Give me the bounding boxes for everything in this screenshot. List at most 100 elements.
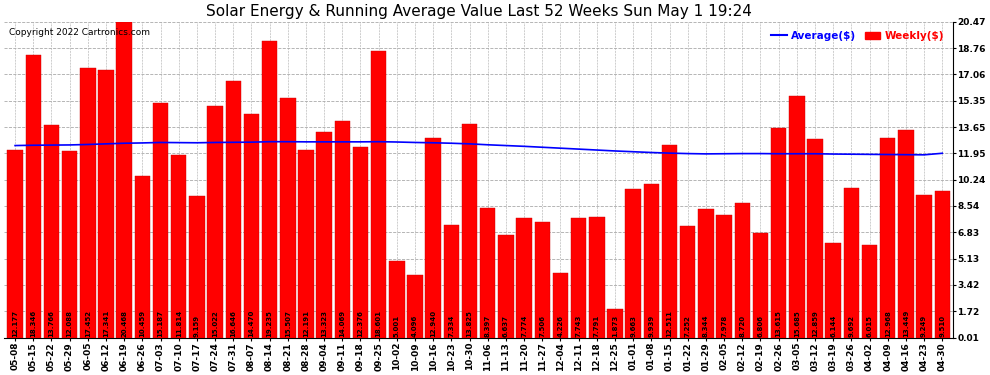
Bar: [935, 191, 950, 338]
Bar: [407, 274, 423, 338]
Bar: [571, 218, 586, 338]
Bar: [498, 235, 514, 338]
Bar: [389, 261, 405, 338]
Bar: [135, 176, 150, 338]
Text: 12.088: 12.088: [66, 310, 72, 337]
Text: 13.766: 13.766: [49, 310, 54, 337]
Title: Solar Energy & Running Average Value Last 52 Weeks Sun May 1 19:24: Solar Energy & Running Average Value Las…: [206, 4, 751, 19]
Bar: [607, 309, 623, 338]
Text: 14.069: 14.069: [340, 310, 346, 337]
Bar: [662, 145, 677, 338]
Bar: [517, 218, 532, 338]
Bar: [98, 70, 114, 338]
Bar: [552, 273, 568, 338]
Text: 13.825: 13.825: [466, 310, 472, 337]
Text: 1.873: 1.873: [612, 315, 618, 337]
Text: 11.814: 11.814: [175, 310, 182, 337]
Text: 12.859: 12.859: [812, 310, 818, 337]
Text: 10.459: 10.459: [140, 310, 146, 337]
Bar: [717, 214, 732, 338]
Text: 7.791: 7.791: [594, 315, 600, 337]
Text: 6.144: 6.144: [831, 315, 837, 337]
Text: 6.806: 6.806: [757, 315, 763, 337]
Bar: [426, 138, 441, 338]
Text: 9.159: 9.159: [194, 315, 200, 337]
Text: 5.001: 5.001: [394, 315, 400, 337]
Bar: [644, 184, 659, 338]
Text: 12.968: 12.968: [885, 310, 891, 337]
Text: 6.015: 6.015: [866, 315, 872, 337]
Bar: [480, 208, 495, 338]
Bar: [26, 54, 41, 338]
Text: 4.226: 4.226: [557, 315, 563, 337]
Legend: Average($), Weekly($): Average($), Weekly($): [767, 27, 948, 45]
Text: 16.646: 16.646: [231, 310, 237, 337]
Text: 9.510: 9.510: [940, 315, 945, 337]
Bar: [589, 217, 605, 338]
Text: 12.191: 12.191: [303, 310, 309, 337]
Bar: [371, 51, 386, 338]
Bar: [226, 81, 241, 338]
Text: 9.692: 9.692: [848, 315, 854, 337]
Bar: [771, 128, 786, 338]
Bar: [807, 139, 823, 338]
Text: 19.235: 19.235: [266, 310, 272, 337]
Bar: [262, 41, 277, 338]
Text: 7.978: 7.978: [721, 315, 727, 337]
Text: 8.344: 8.344: [703, 315, 709, 337]
Bar: [898, 130, 914, 338]
Bar: [7, 150, 23, 338]
Bar: [80, 68, 95, 338]
Bar: [880, 138, 895, 338]
Text: 7.334: 7.334: [448, 315, 454, 337]
Text: 18.601: 18.601: [375, 310, 382, 337]
Text: 12.177: 12.177: [12, 310, 18, 337]
Bar: [862, 245, 877, 338]
Text: 9.663: 9.663: [631, 315, 637, 337]
Bar: [843, 188, 859, 338]
Bar: [207, 106, 223, 338]
Bar: [626, 189, 641, 338]
Text: 14.470: 14.470: [248, 310, 254, 337]
Bar: [535, 222, 550, 338]
Bar: [189, 196, 205, 338]
Text: 8.720: 8.720: [740, 315, 745, 337]
Bar: [62, 151, 77, 338]
Text: 12.940: 12.940: [431, 310, 437, 337]
Bar: [244, 114, 259, 338]
Bar: [752, 233, 768, 338]
Bar: [335, 120, 350, 338]
Bar: [735, 203, 750, 338]
Bar: [44, 125, 59, 338]
Text: 15.685: 15.685: [794, 310, 800, 337]
Bar: [826, 243, 841, 338]
Bar: [789, 96, 805, 338]
Text: 7.743: 7.743: [575, 315, 582, 337]
Text: 15.022: 15.022: [212, 310, 218, 337]
Text: 4.096: 4.096: [412, 315, 418, 337]
Text: 9.249: 9.249: [921, 315, 927, 337]
Text: 17.341: 17.341: [103, 310, 109, 337]
Bar: [698, 209, 714, 338]
Bar: [462, 124, 477, 338]
Text: 17.452: 17.452: [85, 310, 91, 337]
Text: 9.939: 9.939: [648, 315, 654, 337]
Text: 13.323: 13.323: [321, 310, 327, 337]
Bar: [680, 226, 695, 338]
Text: 8.397: 8.397: [485, 315, 491, 337]
Text: 18.346: 18.346: [31, 310, 37, 337]
Bar: [298, 150, 314, 338]
Bar: [280, 98, 295, 338]
Text: 20.468: 20.468: [121, 310, 127, 337]
Text: 13.449: 13.449: [903, 310, 909, 337]
Text: 12.376: 12.376: [357, 310, 363, 337]
Text: Copyright 2022 Cartronics.com: Copyright 2022 Cartronics.com: [9, 28, 149, 37]
Text: 13.615: 13.615: [775, 310, 782, 337]
Bar: [917, 195, 932, 338]
Bar: [117, 22, 132, 338]
Text: 7.506: 7.506: [540, 315, 545, 337]
Text: 15.187: 15.187: [157, 310, 163, 337]
Bar: [152, 103, 168, 338]
Text: 7.252: 7.252: [685, 315, 691, 337]
Bar: [171, 155, 186, 338]
